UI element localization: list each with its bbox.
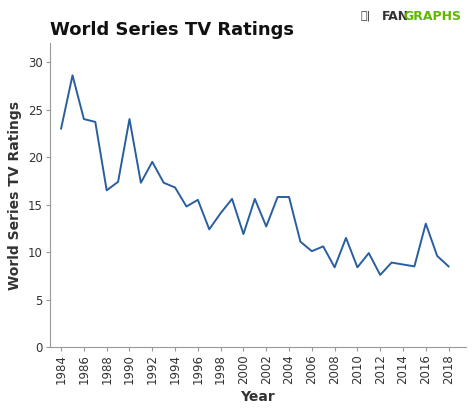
Text: World Series TV Ratings: World Series TV Ratings (50, 21, 294, 39)
Text: FAN: FAN (382, 10, 409, 23)
Y-axis label: World Series TV Ratings: World Series TV Ratings (9, 101, 22, 290)
X-axis label: Year: Year (240, 390, 275, 404)
Text: GRAPHS: GRAPHS (404, 10, 462, 23)
Text: ⛹|: ⛹| (360, 10, 371, 21)
